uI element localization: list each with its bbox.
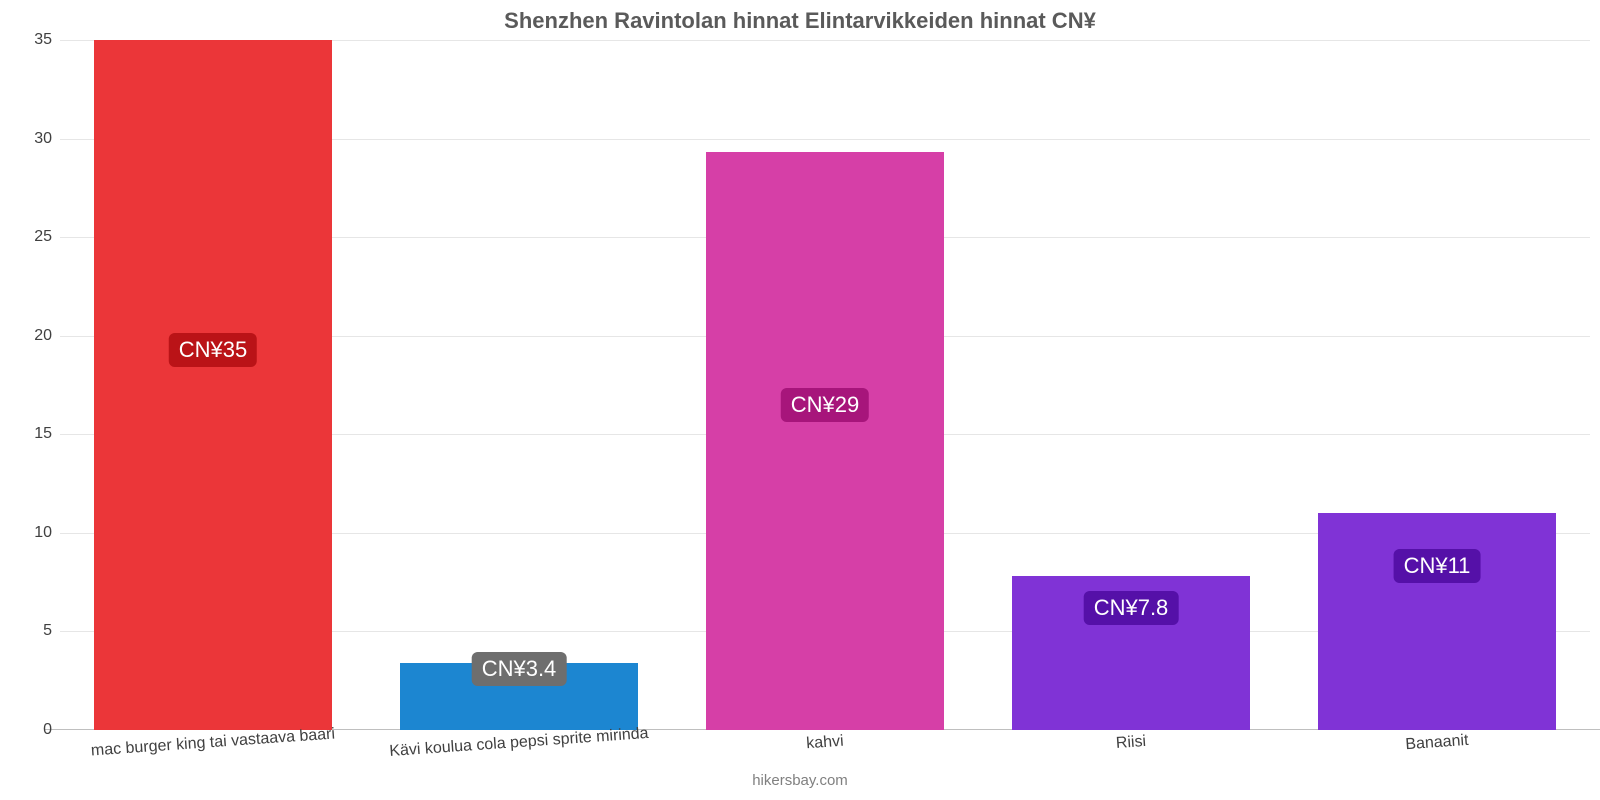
plot-area: 05101520253035CN¥35mac burger king tai v…	[60, 40, 1590, 730]
y-tick-label: 5	[43, 622, 60, 640]
bar	[94, 40, 333, 730]
y-tick-label: 0	[43, 721, 60, 739]
y-tick-label: 25	[34, 228, 60, 246]
chart-credit: hikersbay.com	[0, 772, 1600, 789]
x-tick-label: mac burger king tai vastaava baari	[90, 725, 335, 760]
y-tick-label: 35	[34, 31, 60, 49]
bar-value-label: CN¥7.8	[1084, 591, 1179, 625]
x-tick-label: Banaanit	[1405, 732, 1469, 754]
y-tick-label: 20	[34, 327, 60, 345]
y-tick-label: 15	[34, 425, 60, 443]
bar-value-label: CN¥35	[169, 333, 257, 367]
x-tick-label: Riisi	[1115, 733, 1146, 753]
bar-value-label: CN¥11	[1394, 549, 1481, 583]
y-tick-label: 30	[34, 130, 60, 148]
x-tick-label: Kävi koulua cola pepsi sprite mirinda	[389, 725, 649, 761]
y-tick-label: 10	[34, 524, 60, 542]
bar-value-label: CN¥29	[781, 388, 869, 422]
bar	[1318, 513, 1557, 730]
chart-title: Shenzhen Ravintolan hinnat Elintarvikkei…	[0, 8, 1600, 34]
x-tick-label: kahvi	[806, 733, 845, 754]
bar	[706, 152, 945, 730]
bar-value-label: CN¥3.4	[472, 652, 567, 686]
price-bar-chart: Shenzhen Ravintolan hinnat Elintarvikkei…	[0, 0, 1600, 800]
